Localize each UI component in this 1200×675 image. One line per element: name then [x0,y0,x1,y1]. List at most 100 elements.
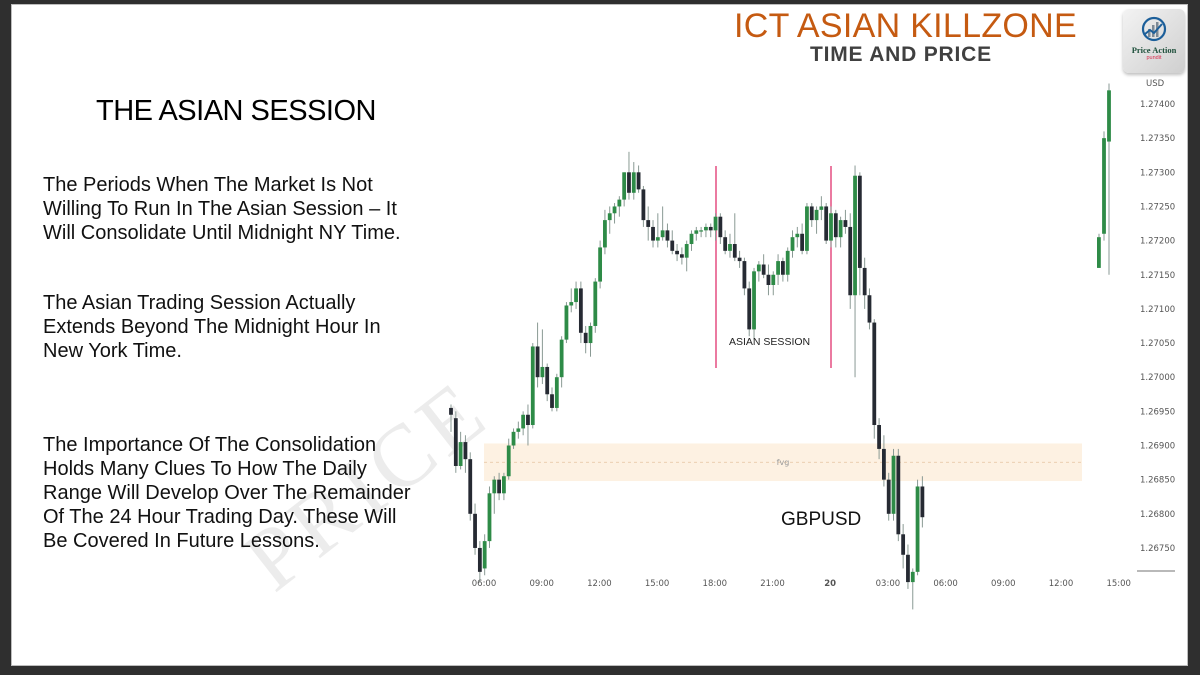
brand-logo: Price Action pundit [1123,9,1185,73]
candle-body [853,175,857,296]
candle-body [502,476,506,494]
y-tick-label: 1.27050 [1140,339,1175,349]
candle-body [843,220,848,227]
candle-body [776,261,780,275]
logo-brand-text: Price Action [1131,45,1177,55]
candle-body [468,459,473,514]
y-tick-label: 1.26950 [1140,407,1175,417]
candle-body [756,264,761,272]
slide-subtitle: TIME AND PRICE [810,43,992,66]
candle-body [723,237,728,251]
currency-label: USD [1146,79,1165,89]
candle-body [627,172,631,193]
candle-body [1102,138,1106,234]
candle-body [771,274,776,285]
x-tick-label: 21:00 [760,579,785,589]
candle-body [660,230,665,238]
section-heading: THE ASIAN SESSION [96,95,376,127]
candle-body [631,172,636,193]
y-tick-label: 1.27250 [1140,202,1175,212]
candle-body [675,250,679,255]
x-tick-label: 03:00 [876,579,901,589]
candle-body [906,554,910,583]
y-tick-label: 1.26850 [1140,476,1175,486]
candle-body [492,479,497,494]
candle-body [506,445,511,477]
x-tick-label: 15:00 [1106,579,1131,589]
candle-body [805,206,809,251]
x-tick-label: 06:00 [933,579,958,589]
y-tick-label: 1.27350 [1140,134,1175,144]
candle-body [891,455,896,514]
candle-body [554,377,559,408]
y-tick-label: 1.27100 [1140,305,1175,315]
candle-body [473,513,477,548]
paragraph-importance: The Importance Of The Consolidation Hold… [43,434,411,552]
y-tick-label: 1.27300 [1140,168,1175,178]
candle-body [747,288,752,330]
candle-body [482,541,487,569]
candle-body [530,346,535,426]
candle-body [708,226,713,231]
paragraph-consolidation: The Periods When The Market Is Not Willi… [43,174,401,244]
candle-body [910,571,915,583]
y-tick-label: 1.26900 [1140,442,1175,452]
candle-body [819,206,824,210]
candle-body [867,295,872,323]
candle-body [920,486,925,518]
candle-body [453,418,458,466]
candle-body [497,479,501,494]
candle-body [737,257,742,262]
slide-title: ICT ASIAN KILLZONE [734,7,1077,45]
slide: ICT ASIAN KILLZONE TIME AND PRICE Price … [11,4,1188,666]
candle-body [829,213,833,241]
candle-body [732,244,737,258]
candle-body [593,281,598,326]
candle-body [790,237,795,251]
candle-body [877,425,881,449]
candle-body [824,206,829,241]
candle-body [742,261,747,289]
candle-body [449,407,453,415]
candle-body [800,233,805,251]
candle-body [670,240,675,251]
candle-body [694,230,699,234]
candle-body [564,305,569,340]
candle-body [535,346,540,378]
candle-body [718,216,723,238]
candle-body [526,414,530,426]
asian-session-label: ASIAN SESSION [729,336,811,348]
candle-body [617,199,622,207]
logo-tagline: pundit [1146,55,1162,61]
y-tick-label: 1.27200 [1140,237,1175,247]
fvg-label: fvg [777,458,790,467]
candle-body [550,394,554,408]
candle-body [766,274,771,285]
candle-body [655,237,660,241]
candle-body [574,288,578,303]
candle-body [886,479,891,514]
x-tick-label: 12:00 [587,579,612,589]
candle-body [901,534,906,555]
x-tick-label: 06:00 [472,579,497,589]
x-tick-label: 20 [824,579,836,589]
candle-body [588,325,593,344]
candle-body [809,206,814,221]
candle-body [516,428,521,432]
candle-body [896,455,901,535]
candle-body [622,172,627,200]
candle-body [646,220,651,227]
candle-body [713,216,718,231]
candle-body [915,486,920,572]
candle-body [607,213,612,221]
candle-body [477,547,482,572]
candle-body [603,220,607,248]
bar-chart-growth-icon [1141,16,1167,42]
candle-body [689,233,694,245]
candle-body [578,288,583,333]
candle-body [641,189,646,221]
candle-body [569,302,574,306]
y-tick-label: 1.26800 [1140,510,1175,520]
candle-body [795,233,800,238]
